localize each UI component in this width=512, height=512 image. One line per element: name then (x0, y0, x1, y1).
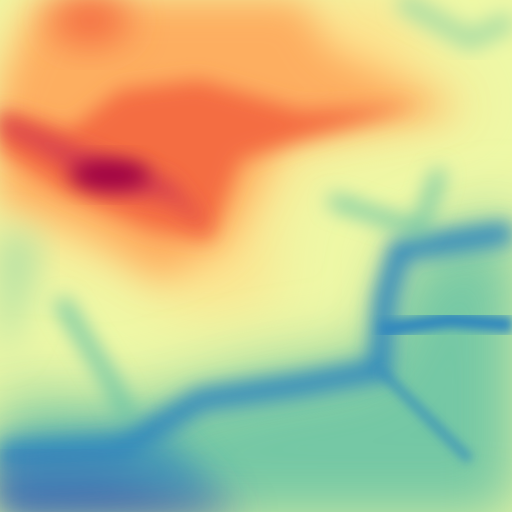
highlands (0, 0, 480, 310)
